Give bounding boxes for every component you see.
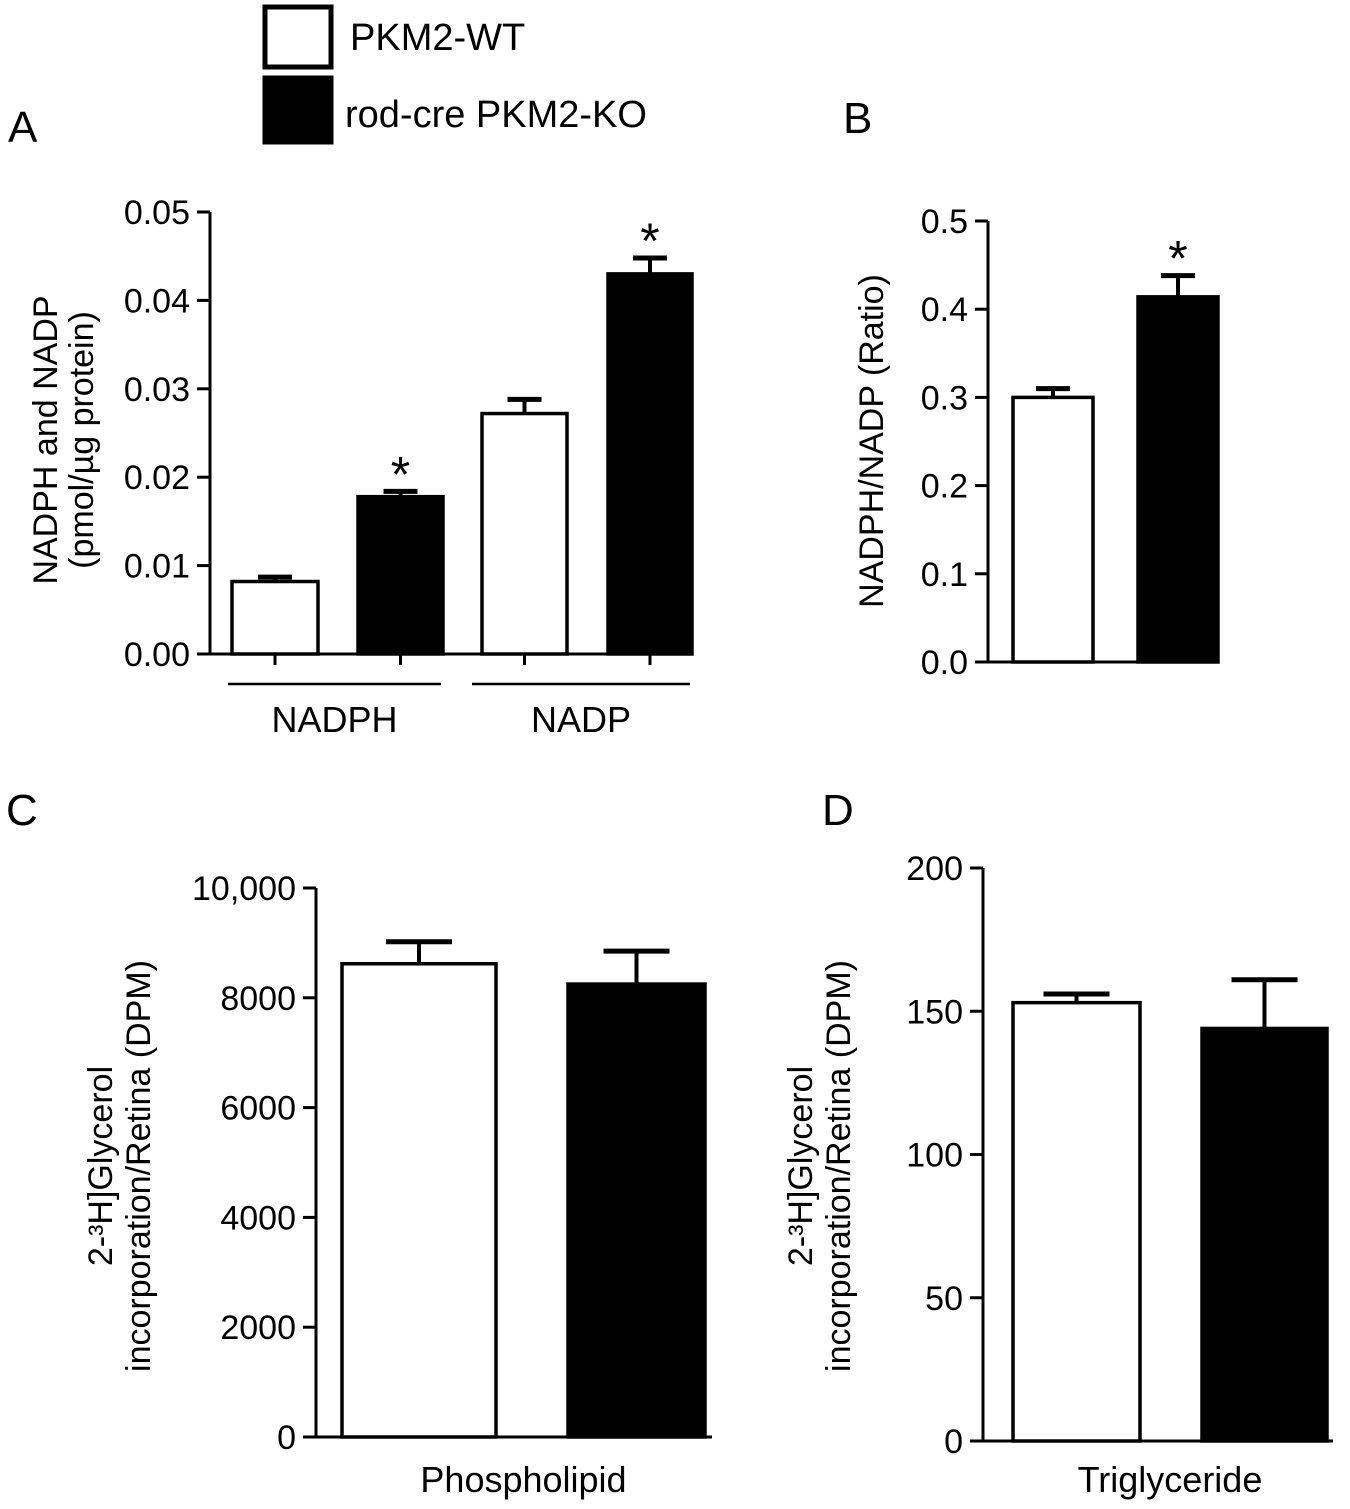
panel-d-bar xyxy=(1011,1000,1142,1443)
panel-letter-b: B xyxy=(843,94,872,143)
panel-b-ylabel: NADPH/NADP (Ratio) xyxy=(853,274,891,608)
panel-b-significance-star: * xyxy=(1168,231,1187,287)
panel-d-ylabel-line1: 2-³H]Glycerol xyxy=(782,1066,820,1266)
panel-letter-d: D xyxy=(822,786,854,835)
panel-b-y-tick-label: 0.5 xyxy=(921,203,968,241)
panel-d-ylabel-line2: incorporation/Retina (DPM) xyxy=(820,960,858,1372)
panel-d-y-tick-label: 0 xyxy=(944,1423,963,1461)
panel-a-bar xyxy=(356,494,445,656)
panel-a-chart: 0.00 0.01 0.02 0.03 0.04 0.05 * NADPH * NADP NADP… xyxy=(27,194,694,740)
panel-c-y-tick-label: 8000 xyxy=(220,980,296,1018)
panel-a-significance-star: * xyxy=(640,213,659,269)
panel-a-significance-star: * xyxy=(391,446,410,502)
legend-label-ko: rod-cre PKM2-KO xyxy=(345,94,647,136)
panel-d-chart: 0 50 100 150 200 Triglyceride 2-³H]Glycerol i… xyxy=(782,850,1333,1500)
panel-c-y-tick-label: 4000 xyxy=(220,1199,296,1237)
panel-a-y-tick-label: 0.00 xyxy=(124,636,190,674)
panel-d-y-tick-label: 50 xyxy=(925,1280,963,1318)
panel-a-y-tick-label: 0.02 xyxy=(124,459,190,497)
panel-b-bar xyxy=(1011,395,1095,664)
panel-d-y-tick-label: 150 xyxy=(906,993,963,1031)
panel-a-bar xyxy=(230,579,320,656)
panel-b-y-tick-label: 0.3 xyxy=(921,379,968,417)
panel-c-ylabel-line1: 2-³H]Glycerol xyxy=(82,1066,120,1266)
panel-c-chart: 0 2000 4000 6000 8000 10,000 Phospholipid 2-³H… xyxy=(82,870,712,1500)
panel-letter-c: C xyxy=(6,786,38,835)
panel-b-chart: 0.0 0.1 0.2 0.3 0.4 0.5 * NADPH/NADP (Ratio) xyxy=(853,203,1220,682)
legend-label-wt: PKM2-WT xyxy=(350,17,525,59)
legend-swatch-wt xyxy=(262,4,334,70)
panel-c-ylabel-line2: incorporation/Retina (DPM) xyxy=(120,960,158,1372)
panel-b-y-tick-label: 0.1 xyxy=(921,556,968,594)
panel-c-y-tick-label: 6000 xyxy=(220,1090,296,1128)
panel-c-y-tick-label: 2000 xyxy=(220,1309,296,1347)
panel-b-y-tick-label: 0.2 xyxy=(921,468,968,506)
legend: PKM2-WT rod-cre PKM2-KO xyxy=(262,4,647,145)
panel-b-y-tick-label: 0.4 xyxy=(921,291,968,329)
panel-b-y-tick-label: 0.0 xyxy=(921,644,968,682)
panel-a-bar xyxy=(480,411,569,656)
panel-a-category-label: NADPH xyxy=(271,699,397,740)
panel-a-ylabel-line1: NADPH and NADP xyxy=(27,295,65,584)
panel-a-y-tick-label: 0.01 xyxy=(124,548,190,586)
panel-c-bar xyxy=(340,962,498,1439)
panel-letter-a: A xyxy=(8,103,38,152)
panel-c-y-tick-label: 0 xyxy=(277,1419,296,1457)
legend-swatch-ko xyxy=(262,75,334,145)
panel-a-ylabel-line2: (pmol/µg protein) xyxy=(63,311,101,569)
panel-a-y-tick-label: 0.03 xyxy=(124,371,190,409)
panel-d-y-tick-label: 200 xyxy=(906,850,963,888)
panel-c-bar xyxy=(566,982,707,1439)
panel-a-category-label: NADP xyxy=(531,699,631,740)
panel-c-category-label: Phospholipid xyxy=(420,1459,626,1500)
panel-d-category-label: Triglyceride xyxy=(1078,1459,1263,1500)
panel-b-bar xyxy=(1136,295,1220,664)
panel-a-bar xyxy=(606,272,694,656)
panel-a-y-tick-label: 0.04 xyxy=(124,282,190,320)
panel-d-bar xyxy=(1200,1026,1329,1443)
panel-a-y-tick-label: 0.05 xyxy=(124,194,190,232)
panel-c-y-tick-label: 10,000 xyxy=(192,870,296,908)
panel-d-y-tick-label: 100 xyxy=(906,1137,963,1175)
